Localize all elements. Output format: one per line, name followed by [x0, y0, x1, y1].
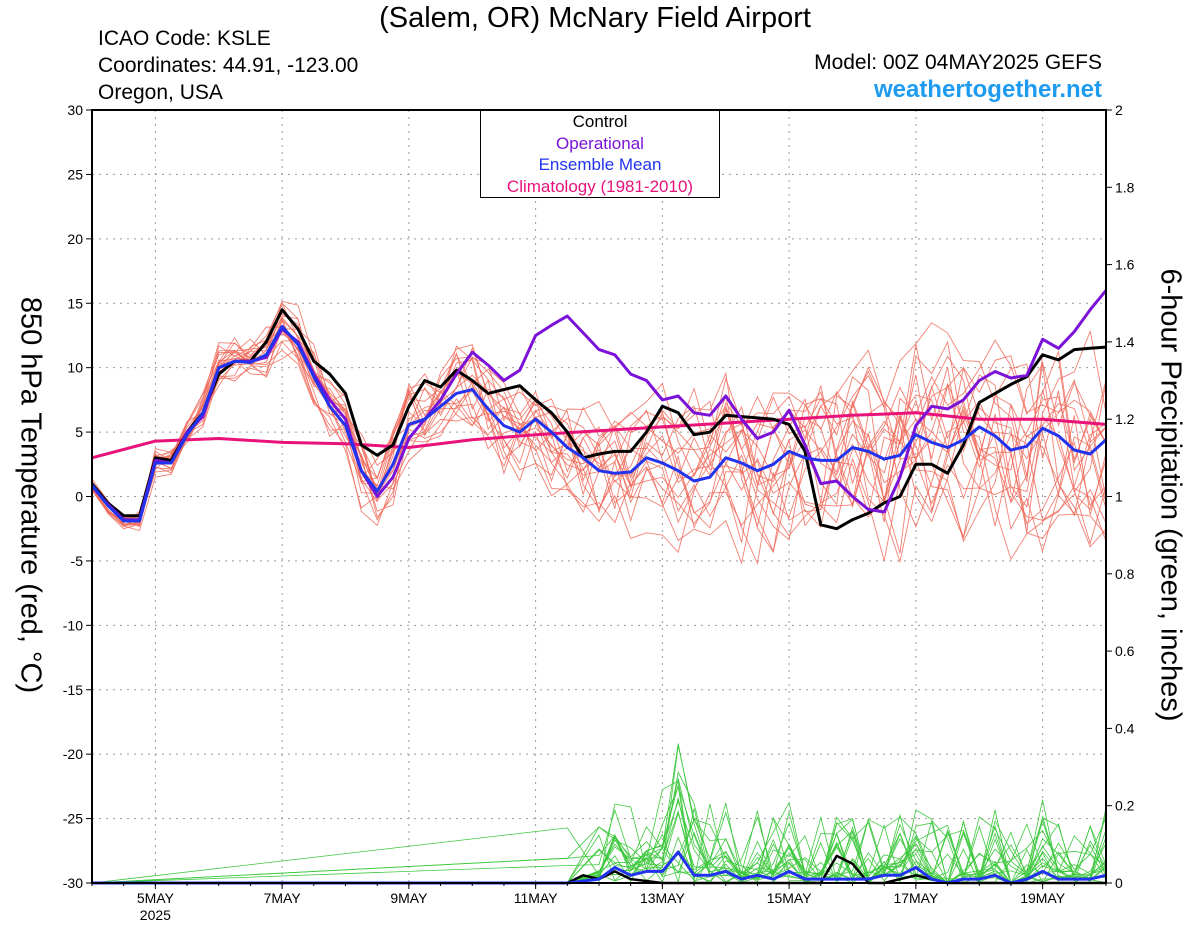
- y-tick-label-left: 20: [67, 231, 83, 247]
- ensemble-mean-precip-line: [92, 850, 1107, 885]
- ensemble-mean-temperature-line: [90, 324, 1108, 523]
- climatology-temperature-line: [91, 411, 1107, 460]
- precip-member-line: [92, 778, 1107, 884]
- y-tick-label-right: 2: [1115, 102, 1123, 118]
- y-tick-label-right: 0.6: [1115, 643, 1135, 659]
- ensemble-member-line: [91, 315, 1107, 522]
- icao-code: ICAO Code: KSLE: [98, 27, 271, 50]
- x-tick-label: 11MAY: [514, 890, 558, 906]
- legend-control: Control: [572, 112, 628, 131]
- y-tick-label-right: 0: [1115, 875, 1123, 891]
- precip-member-line: [91, 808, 1107, 884]
- y-tick-label-left: 5: [75, 424, 83, 440]
- x-tick-label: 5MAY: [137, 890, 175, 906]
- x-tick-label: 17MAY: [893, 890, 939, 906]
- y-tick-label-left: -15: [63, 682, 83, 698]
- y-tick-label-left: 10: [67, 360, 83, 376]
- y-tick-label-left: -20: [63, 746, 83, 762]
- legend-ensemble-mean: Ensemble Mean: [538, 155, 662, 174]
- y-tick-label-left: -5: [71, 553, 84, 569]
- x-tick-sublabel: 2025: [140, 907, 171, 923]
- y-tick-label-right: 1: [1115, 489, 1123, 505]
- x-tick-label: 9MAY: [390, 890, 428, 906]
- y-tick-label-left: 25: [67, 166, 83, 182]
- y-tick-label-left: 30: [67, 102, 83, 118]
- ensemble-member-line: [91, 300, 1107, 527]
- x-tick-label: 13MAY: [640, 890, 686, 906]
- precip-member-line: [92, 813, 1107, 884]
- precip-member-line: [92, 818, 1107, 884]
- y-tick-label-right: 1.4: [1115, 334, 1135, 350]
- ensemble-member-line: [91, 326, 1107, 539]
- x-tick-label: 19MAY: [1020, 890, 1066, 906]
- ensemble-member-line: [91, 327, 1107, 542]
- coordinates: Coordinates: 44.91, -123.00: [98, 54, 359, 77]
- ensemble-member-line: [91, 302, 1107, 564]
- y-tick-label-left: 0: [75, 489, 83, 505]
- y-tick-label-right: 0.2: [1115, 798, 1135, 814]
- legend: Control Operational Ensemble Mean Climat…: [480, 110, 720, 198]
- region: Oregon, USA: [98, 81, 223, 104]
- ensemble-member-line: [91, 349, 1107, 548]
- control-temperature-line: [90, 308, 1107, 531]
- precip-member-line: [91, 784, 1107, 884]
- legend-climatology: Climatology (1981-2010): [506, 176, 694, 196]
- ensemble-member-line: [91, 316, 1107, 526]
- site-link[interactable]: weathertogether.net: [873, 76, 1102, 103]
- y-tick-label-right: 1.8: [1115, 179, 1135, 195]
- x-tick-label: 15MAY: [767, 890, 813, 906]
- y-tick-label-left: -25: [63, 811, 83, 827]
- precip-member-line: [92, 799, 1107, 884]
- y-tick-label-right: 1.6: [1115, 257, 1135, 273]
- precip-member-line: [92, 799, 1107, 884]
- y-tick-label-left: -10: [63, 617, 83, 633]
- model-run: Model: 00Z 04MAY2025 GEFS: [814, 51, 1102, 74]
- x-tick-label: 7MAY: [264, 890, 302, 906]
- y-tick-label-left: -30: [63, 875, 83, 891]
- y-tick-label-right: 0.4: [1115, 720, 1135, 736]
- y-tick-label-right: 1.2: [1115, 411, 1135, 427]
- ensemble-member-line: [91, 347, 1107, 565]
- y-tick-label-right: 0.8: [1115, 566, 1135, 582]
- legend-operational: Operational: [556, 133, 644, 153]
- precip-member-line: [92, 780, 1107, 884]
- y-tick-label-left: 15: [67, 295, 83, 311]
- operational-temperature-line: [90, 289, 1108, 522]
- chart-title: (Salem, OR) McNary Field Airport: [379, 2, 811, 34]
